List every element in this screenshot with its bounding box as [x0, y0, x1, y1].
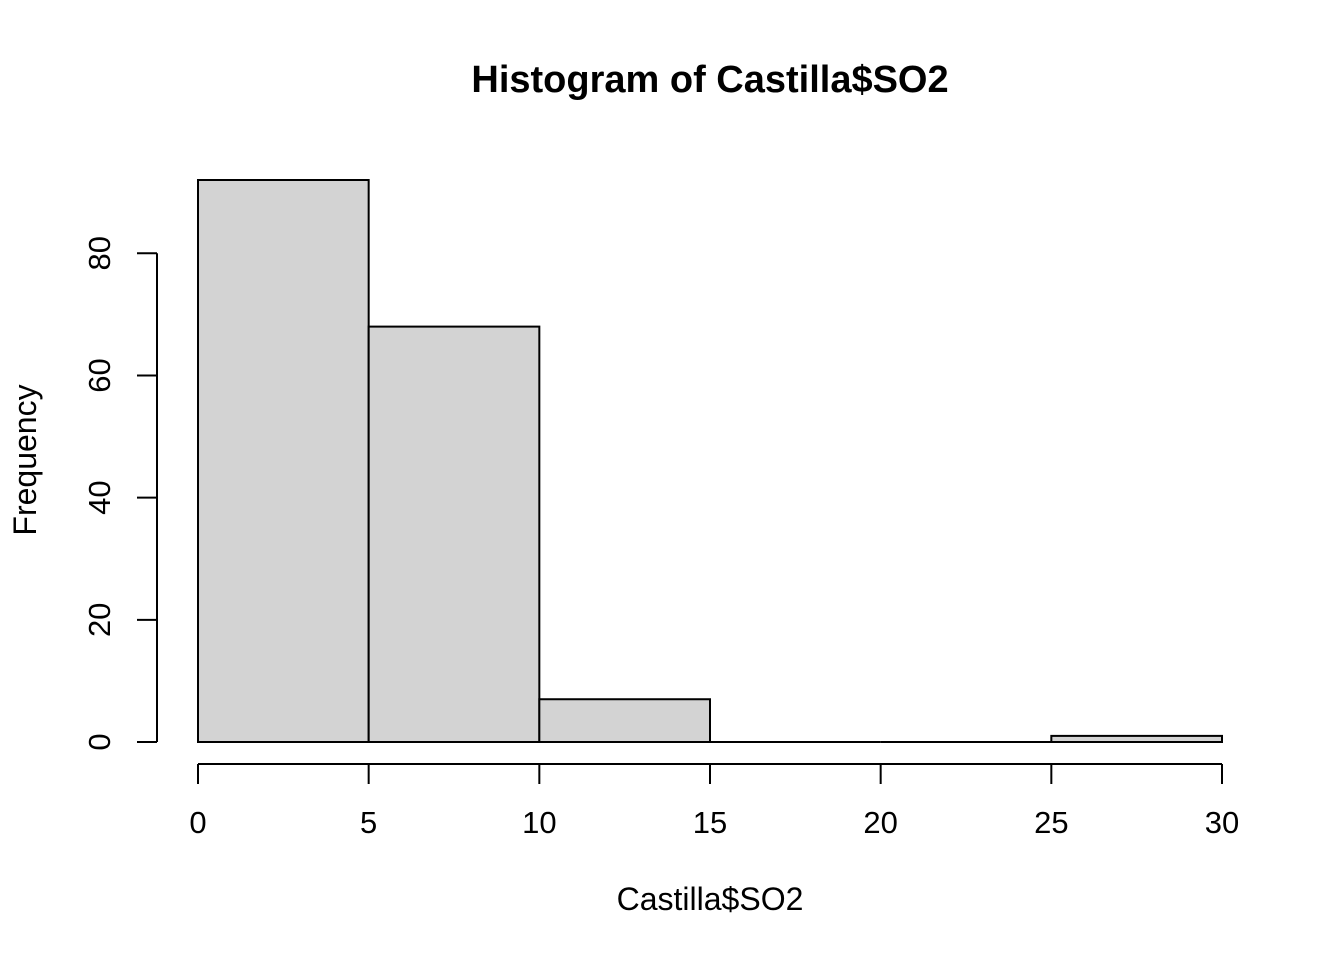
x-tick-label-0: 0 — [189, 805, 206, 840]
y-axis: 0 20 40 60 80 — [82, 236, 158, 751]
histogram-bars — [197, 179, 1224, 744]
x-axis: 0 5 10 15 20 25 30 — [189, 763, 1239, 840]
chart-title: Histogram of Castilla$SO2 — [471, 59, 948, 101]
histogram-bar-2 — [538, 698, 711, 744]
x-axis-label: Castilla$SO2 — [617, 881, 804, 917]
histogram-bar-0 — [197, 179, 370, 743]
x-tick-label-5: 25 — [1034, 805, 1068, 840]
x-tick-label-2: 10 — [522, 805, 556, 840]
x-tick-label-4: 20 — [863, 805, 897, 840]
y-axis-label: Frequency — [7, 384, 43, 535]
y-tick-label-2: 40 — [82, 480, 117, 514]
y-tick-label-4: 80 — [82, 236, 117, 270]
x-tick-label-3: 15 — [693, 805, 727, 840]
x-tick-label-6: 30 — [1205, 805, 1239, 840]
y-tick-label-1: 20 — [82, 603, 117, 637]
histogram-bar-1 — [367, 325, 541, 743]
y-tick-label-3: 60 — [82, 358, 117, 392]
x-tick-label-1: 5 — [360, 805, 377, 840]
histogram-bar-5 — [1050, 734, 1224, 743]
y-tick-label-0: 0 — [82, 733, 117, 750]
